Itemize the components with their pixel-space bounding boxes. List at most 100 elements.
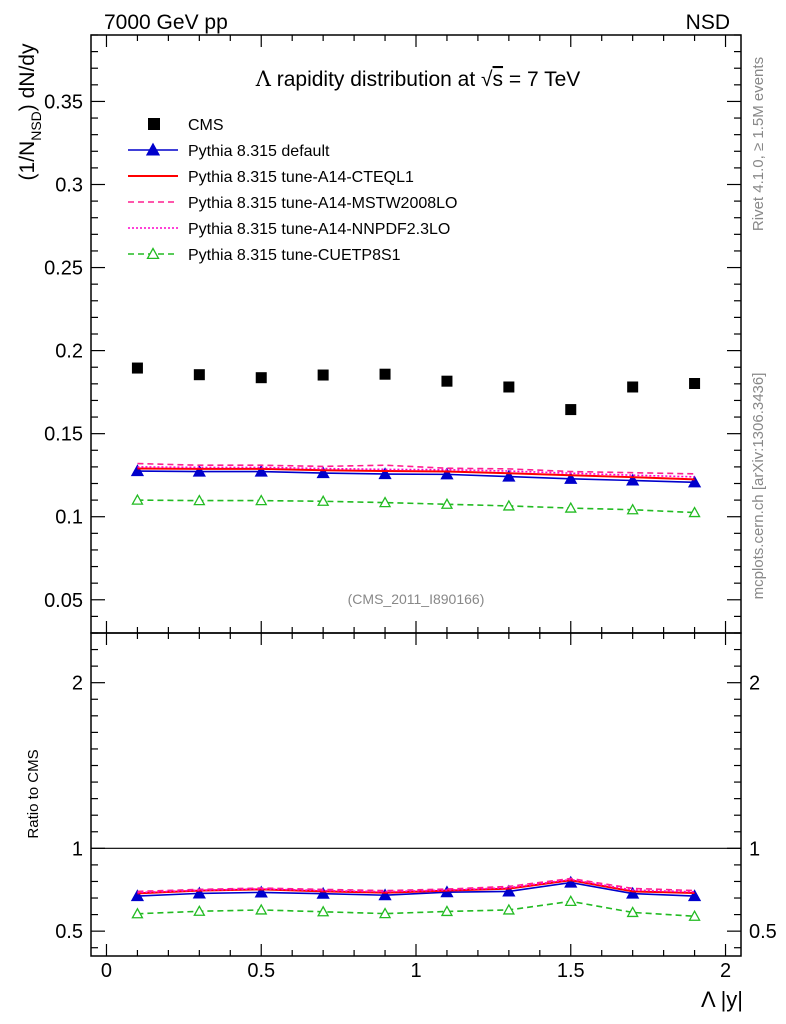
mcplots-source-label: mcplots.cern.ch [arXiv:1306.3436]	[750, 373, 767, 600]
title-sqrt-symbol: √	[481, 68, 493, 91]
series-4	[137, 466, 695, 478]
data-point-triangle	[130, 889, 145, 902]
data-point-triangle	[626, 886, 640, 899]
title-s: s	[493, 68, 504, 91]
ratio-tick-label-left: 2	[72, 673, 83, 695]
legend-label: Pythia 8.315 tune-A14-MSTW2008LO	[188, 195, 457, 212]
data-point-triangle	[254, 885, 268, 898]
data-point-open-triangle	[378, 496, 392, 508]
x-axis-label: Λ |y|	[701, 987, 743, 1012]
data-point-triangle	[687, 889, 702, 902]
data-point-cms	[565, 404, 577, 416]
ratio-4	[137, 878, 695, 894]
data-point-triangle	[378, 467, 392, 480]
data-point-open-triangle	[564, 501, 577, 513]
data-point-cms	[379, 368, 391, 380]
series-3	[137, 462, 695, 475]
data-point-cms	[255, 372, 267, 384]
y-tick-label: 0.05	[44, 590, 83, 612]
y-axis-label-part-a: (1/N	[16, 141, 39, 181]
data-point-cms	[317, 369, 329, 381]
legend-marker	[146, 247, 160, 260]
data-point-open-triangle	[440, 905, 454, 917]
data-point-open-triangle	[440, 497, 454, 509]
series-1	[130, 464, 702, 488]
axis-ticks	[91, 34, 741, 956]
analysis-id-label: (CMS_2011_I890166)	[348, 591, 485, 607]
data-point-triangle	[502, 469, 516, 482]
y-tick-label: 0.2	[55, 341, 83, 363]
data-point-open-triangle	[255, 494, 268, 506]
data-point-triangle	[502, 884, 516, 897]
rivet-version-label: Rivet 4.1.0, ≥ 1.5M events	[750, 57, 767, 231]
series-line	[137, 466, 695, 478]
ratio-plot-frame	[90, 632, 742, 957]
legend-entry: Pythia 8.315 default	[128, 142, 330, 160]
ratio-tick-label-right: 0.5	[749, 921, 777, 943]
y-tick-label: 0.1	[55, 507, 83, 529]
data-point-open-triangle	[502, 499, 515, 511]
data-point-cms	[131, 362, 143, 374]
data-point-triangle	[192, 464, 206, 477]
header-left-label: 7000 GeV pp	[104, 11, 228, 34]
data-series	[130, 362, 702, 518]
legend-entry: Pythia 8.315 tune-CUETP8S1	[128, 247, 401, 264]
ratio-tick-label-left: 1	[72, 838, 83, 860]
series-line	[137, 467, 695, 481]
series-line	[137, 881, 695, 897]
y-axis-tick-labels: 0.05 0.1 0.15 0.2 0.25 0.3 0.35	[44, 91, 83, 611]
legend-label: CMS	[188, 117, 224, 134]
ratio-tick-label-left: 0.5	[55, 921, 83, 943]
series-line	[137, 499, 695, 514]
data-point-open-triangle	[131, 907, 144, 919]
y-tick-label: 0.35	[44, 91, 83, 113]
legend-label: Pythia 8.315 tune-CUETP8S1	[188, 247, 401, 264]
data-point-triangle	[440, 467, 454, 480]
ratio-series	[130, 875, 702, 921]
ratio-tick-label-right: 1	[749, 838, 760, 860]
series-2	[137, 467, 695, 481]
x-tick-label: 2	[720, 960, 731, 982]
legend-entry: Pythia 8.315 tune-A14-CTEQL1	[128, 169, 414, 186]
title-lambda: Λ	[255, 67, 272, 91]
ratio-1	[130, 875, 702, 902]
data-point-open-triangle	[378, 907, 392, 919]
data-point-open-triangle	[255, 903, 268, 915]
x-tick-label: 0.5	[247, 960, 275, 982]
legend: CMS Pythia 8.315 default Pythia 8.315 tune…	[128, 117, 457, 264]
data-point-open-triangle	[317, 494, 330, 506]
y-tick-label: 0.3	[55, 175, 83, 197]
y-tick-label: 0.15	[44, 424, 83, 446]
ratio-tick-label-right: 2	[749, 673, 760, 695]
data-point-triangle	[564, 875, 578, 888]
series-line	[137, 462, 695, 475]
series-0	[131, 362, 701, 416]
x-tick-label: 1	[410, 960, 421, 982]
legend-marker	[145, 142, 161, 156]
data-point-triangle	[687, 475, 702, 488]
data-point-open-triangle	[317, 905, 330, 917]
data-point-open-triangle	[688, 506, 701, 518]
data-point-open-triangle	[564, 895, 577, 906]
data-point-cms	[441, 375, 453, 387]
legend-label: Pythia 8.315 tune-A14-NNPDF2.3LO	[188, 221, 450, 238]
legend-marker	[148, 118, 160, 130]
data-point-open-triangle	[193, 494, 206, 506]
data-point-triangle	[254, 464, 268, 477]
y-axis-label-subscript: NSD	[28, 111, 44, 141]
data-point-triangle	[564, 472, 578, 484]
y-axis-label: (1/NNSD) dN/dy	[16, 43, 44, 180]
title-energy: = 7 TeV	[509, 68, 580, 91]
series-line	[137, 900, 695, 918]
series-5	[131, 493, 701, 518]
series-line	[137, 878, 695, 894]
ratio-5	[131, 895, 701, 921]
legend-label: Pythia 8.315 default	[188, 143, 330, 160]
series-line	[137, 877, 695, 893]
chart-title: Λ rapidity distribution at √s = 7 TeV	[255, 67, 581, 91]
ratio-axis-label: Ratio to CMS	[25, 749, 42, 838]
data-point-cms	[193, 369, 205, 381]
series-line	[137, 470, 695, 484]
legend-entry: CMS	[148, 117, 224, 134]
ratio-2	[137, 879, 695, 895]
